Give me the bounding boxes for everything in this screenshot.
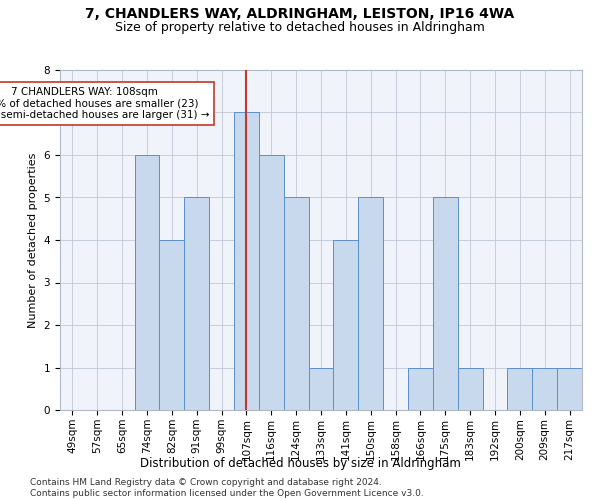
Bar xyxy=(358,198,383,410)
Bar xyxy=(234,112,259,410)
Bar xyxy=(308,368,334,410)
Bar xyxy=(134,155,160,410)
Text: 7, CHANDLERS WAY, ALDRINGHAM, LEISTON, IP16 4WA: 7, CHANDLERS WAY, ALDRINGHAM, LEISTON, I… xyxy=(85,8,515,22)
Bar xyxy=(334,240,358,410)
Bar xyxy=(408,368,433,410)
Bar xyxy=(557,368,582,410)
Bar xyxy=(284,198,308,410)
Text: Contains HM Land Registry data © Crown copyright and database right 2024.
Contai: Contains HM Land Registry data © Crown c… xyxy=(30,478,424,498)
Bar xyxy=(160,240,184,410)
Bar xyxy=(458,368,482,410)
Bar xyxy=(508,368,532,410)
Text: 7 CHANDLERS WAY: 108sqm
← 43% of detached houses are smaller (23)
57% of semi-de: 7 CHANDLERS WAY: 108sqm ← 43% of detache… xyxy=(0,87,209,120)
Bar xyxy=(184,198,209,410)
Bar xyxy=(259,155,284,410)
Y-axis label: Number of detached properties: Number of detached properties xyxy=(28,152,38,328)
Bar xyxy=(532,368,557,410)
Text: Size of property relative to detached houses in Aldringham: Size of property relative to detached ho… xyxy=(115,21,485,34)
Text: Distribution of detached houses by size in Aldringham: Distribution of detached houses by size … xyxy=(140,458,460,470)
Bar xyxy=(433,198,458,410)
